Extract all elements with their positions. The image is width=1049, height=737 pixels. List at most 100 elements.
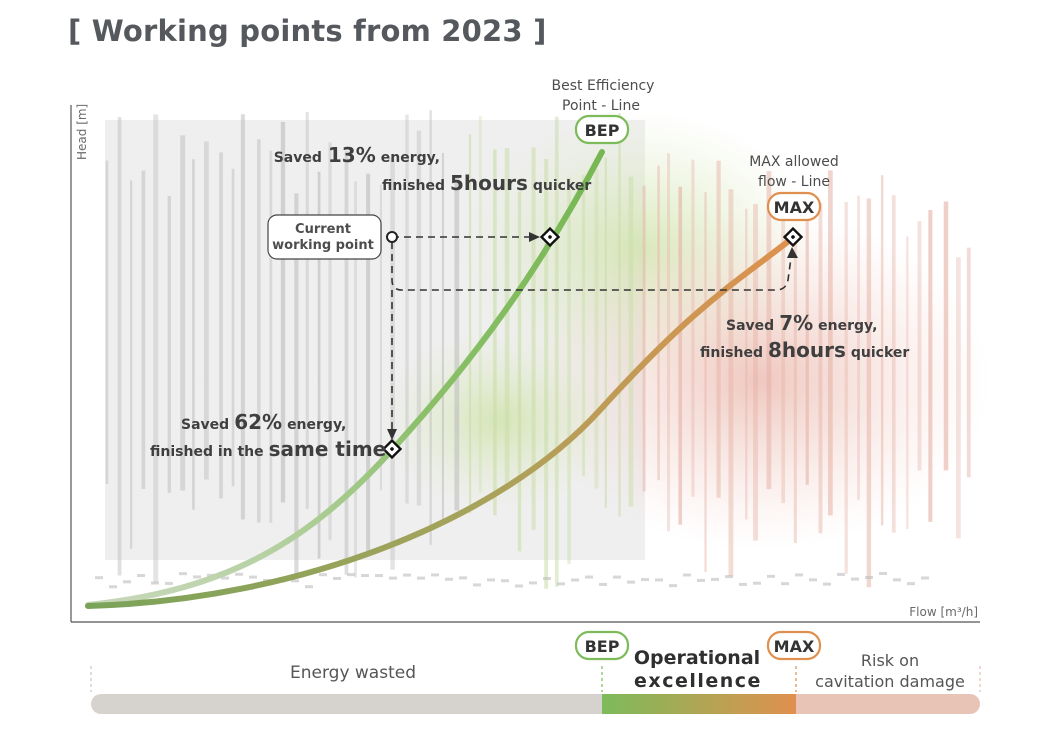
scatter-dot [697,578,705,582]
scatter-dot [627,580,635,584]
scatter-dot [851,577,859,581]
bep-header-line2: Point - Line [562,98,640,114]
scatter-dot [753,581,761,585]
scatter-dot [767,574,775,578]
scatter-dot [879,572,887,576]
scatter-dot [585,575,593,579]
scatter-dot [823,582,831,586]
scatter-dot [95,576,103,580]
scatter-dot [319,573,327,577]
bottom-max-tag: MAX [774,637,815,656]
scatter-dot [921,576,929,580]
ann2-saved: Saved [726,318,774,334]
annotation-bep-head: Saved 13% energy, [274,143,440,167]
ann1-hours: 5hours [450,171,528,195]
scatter-dot [473,583,481,587]
ann2-line2: finished 8hours quicker [700,338,909,362]
scatter-dot [599,582,607,586]
scatter-dot [235,572,243,576]
operational-line1: Operational [634,647,760,669]
scatter-dot [557,582,565,586]
ann3-line2: finished in the same time [150,437,386,461]
ann2-quicker: quicker [851,345,910,361]
bottom-bep-tag-box [574,630,630,661]
scatter-dot [865,575,873,579]
energy-wasted-label: Energy wasted [290,663,416,683]
current-point-box [267,214,382,260]
scatter-dot [739,582,747,586]
ann2-line1: Saved 7% energy, [726,311,877,335]
y-axis-label: Head [m] [75,104,89,160]
chart-title: [ Working points from 2023 ] [68,14,547,48]
ann2-hours: 8hours [768,338,846,362]
scatter-dot [459,576,467,580]
scatter-dot [893,578,901,582]
risk-line2: cavitation damage [815,672,965,691]
ann3-finished: finished in the [150,444,264,460]
scatter-dot [431,573,439,577]
ann3-energy: energy, [287,417,346,433]
ann3-line1: Saved 62% energy, [181,410,346,434]
scatter-dot [515,584,523,588]
bep-header-line1: Best Efficiency [552,78,655,94]
ann1-energy: energy, [381,150,440,166]
bep-point-marker-head [539,226,561,248]
scatter-dot [333,576,341,580]
scatter-stripes [95,110,971,589]
connector-down-arrow [387,429,397,440]
ann2-energy: energy, [818,318,877,334]
scatter-dot [781,582,789,586]
scatter-dot [445,577,453,581]
scatter-dot [291,579,299,583]
scatter-dot [375,574,383,578]
scatter-dot [137,574,145,578]
scatter-dot [193,575,201,579]
bep-point-marker-flow [381,438,403,460]
ann3-pct: 62% [234,410,282,434]
scatter-dot [109,585,117,589]
ann2-pct: 7% [779,311,813,335]
max-tag-box [766,191,822,222]
bottom-max-tag-box [766,630,822,661]
scatter-dot [501,579,509,583]
max-point-marker [782,226,804,248]
scatter-dot [403,573,411,577]
scatter-dot [683,573,691,577]
ann1-finished: finished [382,178,445,194]
bottom-bar: Energy wasted BEP Operational excellence… [90,630,981,714]
scatter-dot [725,575,733,579]
ann2-finished: finished [700,345,763,361]
current-point-marker [386,231,398,243]
scatter-dot [711,577,719,581]
operational-line2: excellence [634,670,762,692]
scatter-dot [655,578,663,582]
risk-line1: Risk on [861,651,919,670]
current-point-line1: Current [295,222,351,237]
max-header-line2: flow - Line [758,174,830,190]
bar-risk [786,694,980,714]
x-axis-label: Flow [m³/h] [909,605,978,619]
ann1-pct: 13% [328,143,376,167]
scatter-dot [179,572,187,576]
bep-tag-box [574,114,630,145]
scatter-dot [221,576,229,580]
scatter-dot [669,584,677,588]
scatter-dot [249,575,257,579]
bar-wasted [91,694,612,714]
current-point-line2: working point [272,238,374,253]
ann1-quicker: quicker [533,178,592,194]
ann3-same: same time [269,437,387,461]
scatter-dot [305,585,313,589]
ann1-saved: Saved [274,150,322,166]
scatter-dot [543,577,551,581]
bep-tag: BEP [585,121,620,140]
bar-excellence [602,694,796,714]
scatter-dot [837,572,845,576]
scatter-dot [613,575,621,579]
scatter-dot [165,581,173,585]
ann1-line2: finished 5hours quicker [382,171,591,195]
scatter-dot [417,576,425,580]
max-line [85,233,798,609]
scatter-dot [361,574,369,578]
scatter-dot [487,578,495,582]
